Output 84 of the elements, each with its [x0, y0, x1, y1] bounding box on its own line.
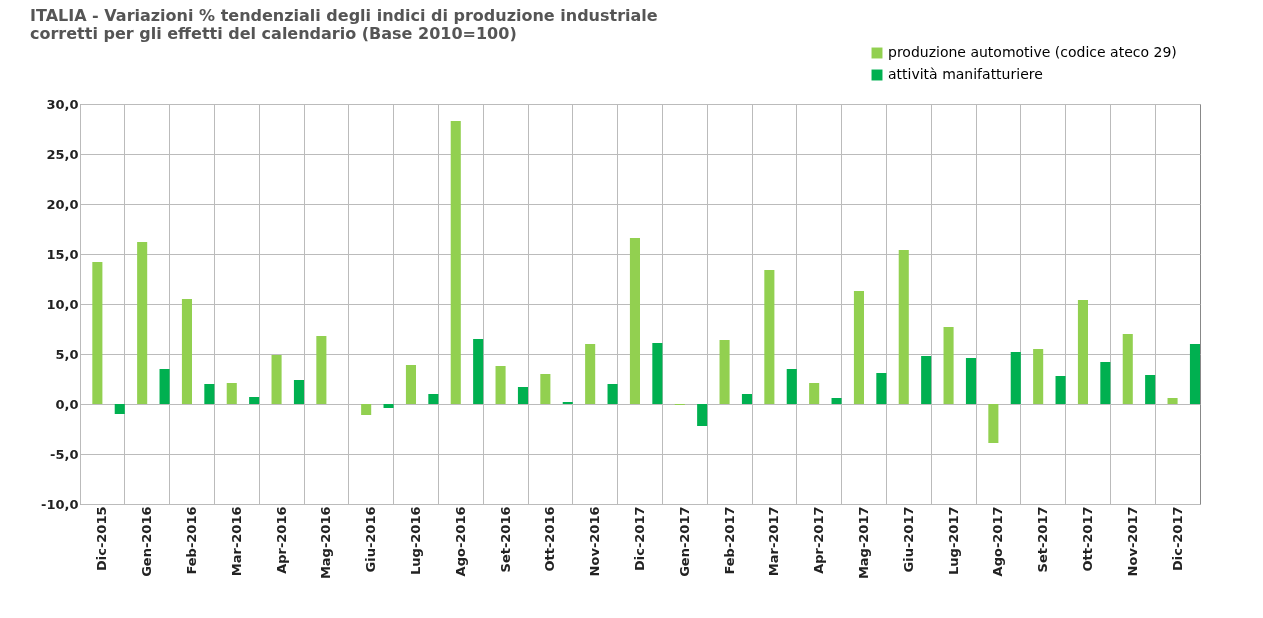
bar [1055, 376, 1066, 404]
bar [652, 343, 663, 404]
x-tick-label: Lug-2016 [408, 506, 423, 575]
x-tick-label: Apr-2017 [811, 506, 827, 574]
bar [1167, 398, 1178, 404]
x-tick-label: Giu-2016 [363, 506, 379, 573]
bar [383, 404, 394, 408]
bar [809, 383, 820, 404]
bar [316, 336, 327, 404]
y-tick-label: 15,0 [46, 246, 79, 262]
x-tick-label: Mar-2016 [228, 506, 244, 577]
bar [92, 262, 103, 404]
bar [1077, 300, 1088, 404]
bar [204, 384, 215, 404]
x-tick-label: Giu-2017 [900, 506, 916, 573]
bar [943, 327, 954, 404]
y-tick-label: -5,0 [50, 446, 79, 462]
y-tick-label: 10,0 [46, 296, 79, 312]
bar [1145, 375, 1156, 404]
bar [293, 380, 304, 404]
bar [405, 365, 416, 404]
bar [181, 299, 192, 404]
x-tick-label: Mar-2017 [766, 506, 782, 577]
bar [965, 358, 976, 404]
bar [137, 242, 148, 404]
y-tick-label: 5,0 [55, 346, 79, 362]
bar [853, 291, 864, 404]
bar [898, 250, 909, 404]
bar [361, 404, 372, 415]
bar [697, 404, 708, 426]
x-tick-label: Gen-2016 [139, 506, 155, 577]
x-tick-label: Feb-2017 [721, 506, 737, 575]
bar [831, 398, 842, 404]
bar [540, 374, 551, 404]
bar [473, 339, 484, 404]
x-tick-label: Dic-2017 [632, 506, 647, 572]
bar [1122, 334, 1133, 404]
bar [1100, 362, 1111, 404]
y-tick-label: 0,0 [55, 396, 79, 412]
bar [495, 366, 506, 404]
bar [876, 373, 887, 404]
x-tick-label: Dic-2015 [94, 506, 110, 572]
x-tick-label: Ott-2016 [542, 506, 558, 572]
bar [428, 394, 439, 404]
x-tick-label: Ago-2016 [452, 506, 468, 577]
x-tick-label: Set-2016 [497, 506, 513, 573]
bar [988, 404, 999, 443]
x-tick-label: Ott-2017 [1080, 506, 1095, 572]
bar [921, 356, 932, 404]
bar [249, 397, 260, 404]
bar [450, 121, 461, 404]
x-tick-label: Feb-2016 [184, 506, 199, 575]
bar [719, 340, 730, 404]
legend-label: produzione automotive (codice ateco 29) [888, 44, 1177, 60]
y-tick-label: 25,0 [46, 146, 79, 162]
bar [114, 404, 125, 414]
x-tick-label: Nov-2017 [1124, 506, 1140, 577]
x-tick-label: Ago-2017 [990, 506, 1006, 577]
bar [786, 369, 797, 404]
legend-label: attività manifatturiere [888, 66, 1043, 82]
bar [159, 369, 170, 404]
bar [607, 384, 618, 404]
chart-title: ITALIA - Variazioni % tendenziali degli indici di produzione industriale corretti per gli effetti del calendario (Base 2010=100) [30, 6, 658, 43]
x-tick-label: Mag-2016 [318, 506, 334, 580]
bar [629, 238, 640, 404]
y-tick-label: -10,0 [41, 496, 79, 512]
y-tick-label: 30,0 [46, 96, 79, 112]
bar [585, 344, 596, 404]
bar [1033, 349, 1044, 404]
x-tick-label: Dic-2017 [1169, 506, 1185, 572]
bar [517, 387, 528, 404]
x-tick-label: Lug-2017 [945, 506, 961, 575]
bar [1189, 344, 1200, 404]
x-tick-label: Mag-2017 [856, 506, 871, 580]
bar [1010, 352, 1021, 404]
y-tick-label: 20,0 [46, 196, 79, 212]
bar [271, 355, 282, 404]
bar [226, 383, 237, 404]
bar [741, 394, 752, 404]
x-tick-label: Set-2017 [1035, 506, 1051, 573]
x-tick-label: Gen-2017 [676, 506, 692, 577]
x-tick-label: Apr-2016 [273, 506, 289, 574]
x-tick-label: Nov-2016 [587, 506, 603, 577]
bar [764, 270, 775, 404]
